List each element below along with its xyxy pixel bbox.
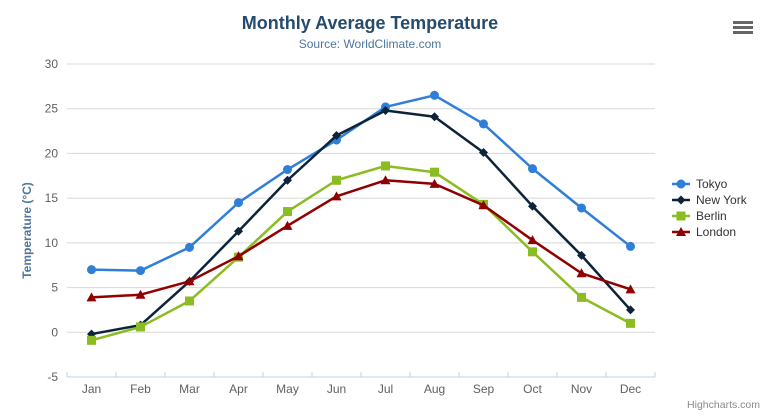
legend-marker-square-icon: [672, 211, 690, 220]
x-axis-tick-label: Jun: [327, 382, 346, 396]
y-axis-tick-label: 10: [45, 236, 59, 250]
data-point-new-york[interactable]: [479, 148, 488, 158]
data-point-berlin[interactable]: [185, 296, 194, 306]
hamburger-icon: [733, 26, 753, 29]
data-point-tokyo[interactable]: [430, 90, 439, 100]
x-axis-tick-label: Oct: [523, 382, 542, 396]
legend-label: London: [696, 224, 737, 239]
data-point-berlin[interactable]: [381, 161, 390, 171]
legend-label: New York: [696, 192, 747, 207]
data-point-berlin[interactable]: [528, 247, 537, 257]
data-point-tokyo[interactable]: [283, 165, 292, 175]
y-axis-tick-label: 25: [45, 102, 59, 116]
data-point-new-york[interactable]: [283, 175, 292, 185]
data-point-london[interactable]: [527, 235, 538, 245]
data-point-london[interactable]: [282, 220, 293, 230]
data-point-new-york[interactable]: [332, 131, 341, 141]
data-point-london[interactable]: [331, 191, 342, 201]
data-point-london[interactable]: [576, 268, 587, 278]
legend-marker-triangle-icon: [672, 226, 690, 236]
data-point-berlin[interactable]: [332, 175, 341, 185]
data-point-tokyo[interactable]: [626, 241, 635, 251]
data-point-london[interactable]: [625, 284, 636, 294]
series-line-london[interactable]: [90, 179, 632, 299]
legend-symbol[interactable]: [676, 226, 686, 236]
data-point-berlin[interactable]: [430, 167, 439, 177]
data-point-london[interactable]: [135, 289, 146, 299]
series-line-tokyo[interactable]: [90, 94, 632, 272]
data-point-london[interactable]: [478, 200, 489, 210]
data-point-london[interactable]: [380, 175, 391, 185]
data-point-london[interactable]: [233, 251, 244, 261]
x-axis-tick-label: Jul: [378, 382, 393, 396]
legend-item-berlin[interactable]: Berlin: [671, 208, 747, 223]
data-point-tokyo[interactable]: [234, 198, 243, 208]
legend-item-london[interactable]: London: [671, 224, 747, 239]
data-point-tokyo[interactable]: [528, 164, 537, 174]
legend-label: Berlin: [696, 208, 727, 223]
legend-marker-diamond-icon: [672, 195, 690, 204]
data-point-berlin[interactable]: [626, 318, 635, 328]
x-axis-tick-label: Jan: [82, 382, 101, 396]
data-point-new-york[interactable]: [430, 112, 439, 122]
x-axis-tick-label: Apr: [229, 382, 248, 396]
x-axis-tick-label: Feb: [130, 382, 151, 396]
chart-subtitle: Source: WorldClimate.com: [298, 37, 442, 51]
y-axis-tick-label: 5: [51, 281, 58, 295]
data-point-berlin[interactable]: [136, 322, 145, 332]
data-point-berlin[interactable]: [283, 207, 292, 217]
x-axis-tick-label: Nov: [571, 382, 592, 396]
y-axis-tick-label: -5: [47, 370, 58, 384]
legend-symbol[interactable]: [676, 195, 686, 204]
data-point-berlin[interactable]: [87, 335, 96, 345]
data-point-london[interactable]: [429, 178, 440, 188]
y-axis-title: Temperature (°C): [20, 182, 34, 279]
x-axis-tick-label: Dec: [620, 382, 641, 396]
y-axis-tick-label: 20: [45, 146, 59, 160]
export-menu-button[interactable]: [733, 21, 753, 34]
series-london[interactable]: [86, 175, 636, 302]
data-point-new-york[interactable]: [234, 226, 243, 236]
legend-item-tokyo[interactable]: Tokyo: [671, 176, 747, 191]
data-point-berlin[interactable]: [577, 292, 586, 302]
x-axis-tick-label: Mar: [179, 382, 200, 396]
data-point-london[interactable]: [86, 292, 97, 302]
y-axis-tick-label: 0: [51, 325, 58, 339]
data-point-new-york[interactable]: [577, 250, 586, 260]
data-point-tokyo[interactable]: [136, 266, 145, 276]
data-point-tokyo[interactable]: [479, 119, 488, 129]
hamburger-icon: [733, 31, 753, 34]
credits-link[interactable]: Highcharts.com: [687, 399, 760, 411]
data-point-new-york[interactable]: [381, 106, 390, 116]
hamburger-icon: [733, 21, 753, 24]
series-line-berlin[interactable]: [90, 164, 632, 342]
legend: Tokyo New York Berlin London: [671, 176, 747, 239]
data-point-london[interactable]: [184, 276, 195, 286]
legend-marker-circle-icon: [672, 179, 690, 188]
data-point-tokyo[interactable]: [577, 203, 586, 213]
legend-symbol[interactable]: [676, 211, 686, 220]
x-axis-tick-label: Sep: [473, 382, 495, 396]
series-tokyo[interactable]: [87, 90, 635, 276]
series-line-new-york[interactable]: [90, 109, 632, 336]
data-point-tokyo[interactable]: [87, 265, 96, 275]
legend-item-new-york[interactable]: New York: [671, 192, 747, 207]
chart-title: Monthly Average Temperature: [241, 13, 499, 33]
data-point-new-york[interactable]: [528, 201, 537, 211]
legend-symbol[interactable]: [676, 179, 686, 188]
series-new-york[interactable]: [87, 106, 635, 339]
x-axis-tick-label: Aug: [424, 382, 445, 396]
data-point-new-york[interactable]: [626, 305, 635, 315]
y-axis-tick-label: 30: [45, 57, 59, 71]
y-axis-tick-label: 15: [45, 191, 59, 205]
data-point-tokyo[interactable]: [185, 242, 194, 252]
legend-label: Tokyo: [696, 176, 728, 191]
x-axis-tick-label: May: [276, 382, 299, 396]
